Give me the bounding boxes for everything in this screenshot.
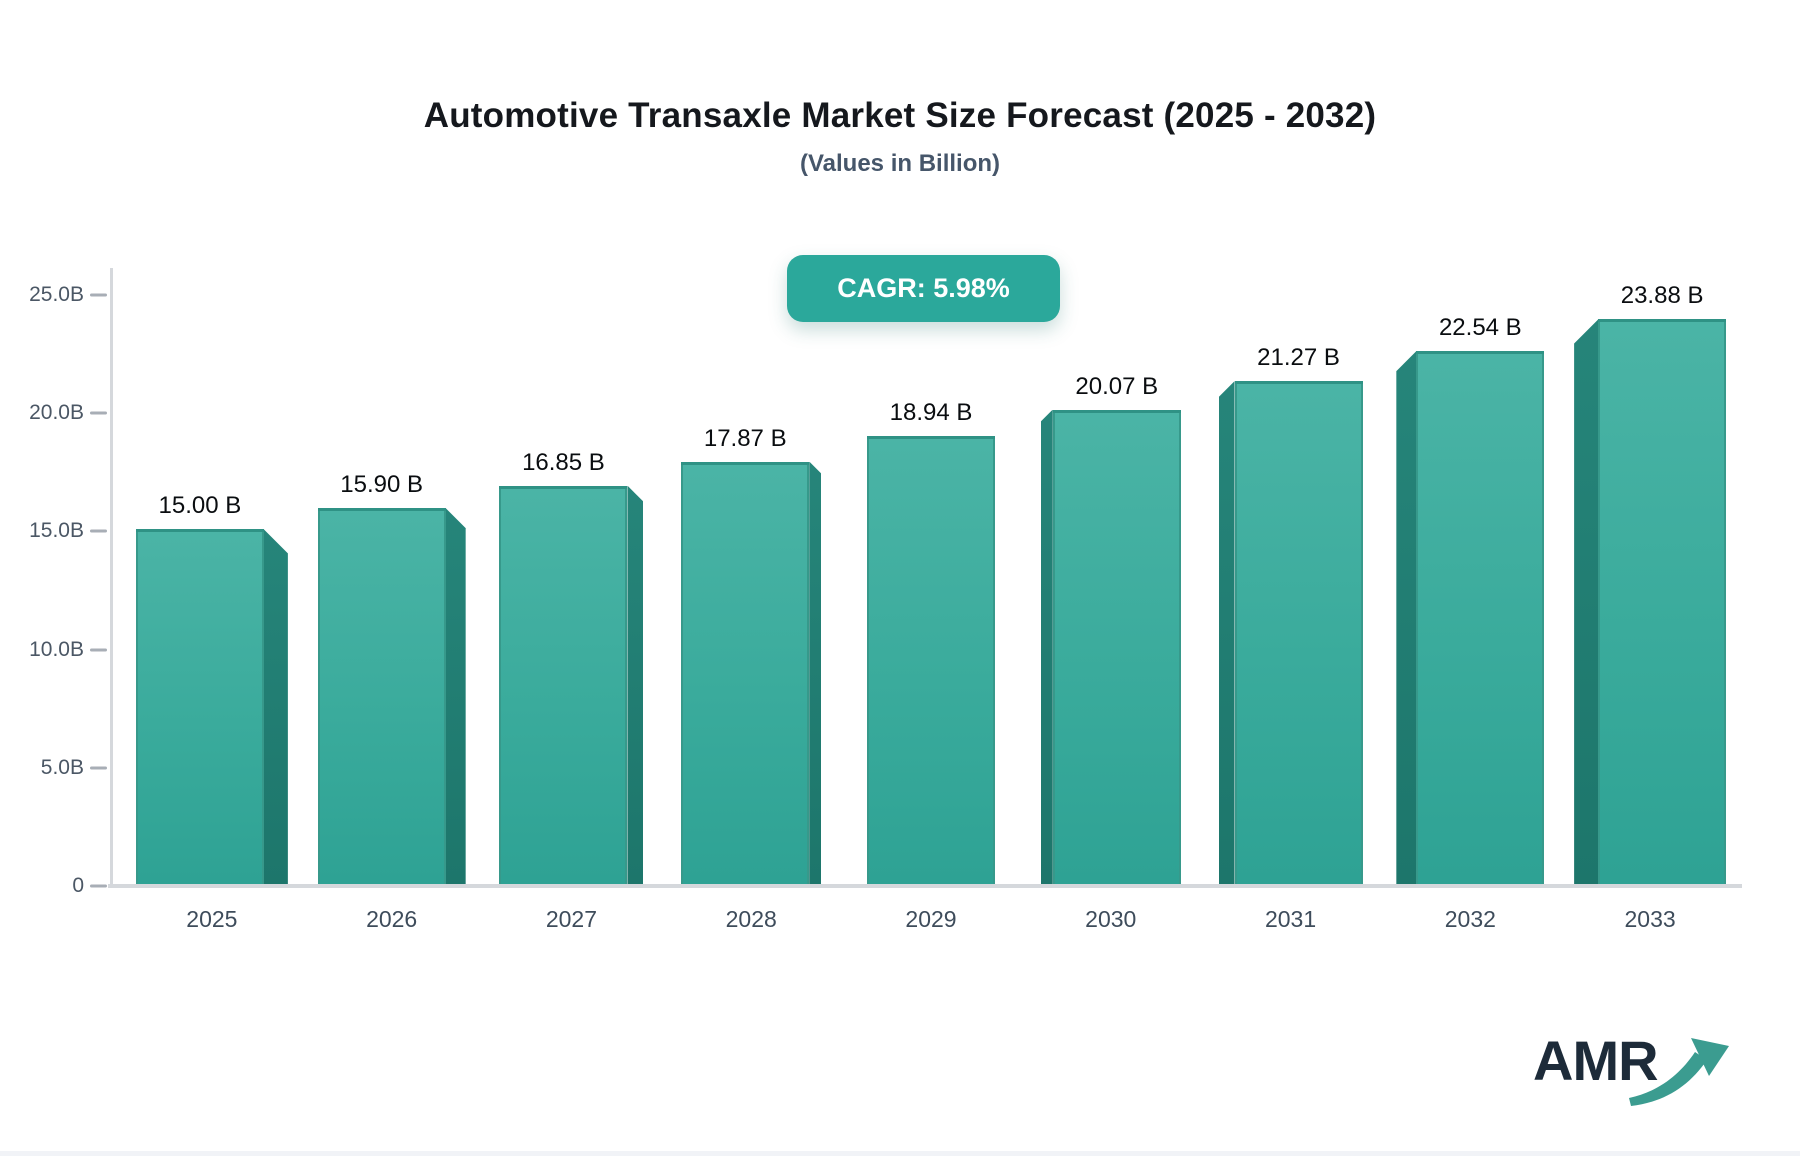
x-axis-label: 2028 (725, 906, 777, 932)
y-axis-tick-label: 25.0B (29, 283, 84, 306)
growth-arrow-icon (1629, 1034, 1733, 1115)
bar-face (1052, 409, 1181, 884)
x-axis-label: 2031 (1264, 906, 1317, 932)
bar-value-label: 15.90 B (340, 471, 424, 499)
x-axis-label: 2025 (186, 906, 238, 932)
bar-value-label: 15.00 B (158, 492, 242, 520)
x-axis-label: 2026 (366, 906, 418, 932)
y-axis-tick-label: 15.0B (29, 519, 84, 543)
bar-value-label: 16.85 B (522, 448, 605, 476)
x-axis-line (108, 884, 1742, 888)
y-axis-tick-label: 0 (72, 874, 84, 897)
bar-value-label: 21.27 B (1257, 344, 1340, 372)
bar-face (499, 485, 628, 884)
bar-value-label: 17.87 B (703, 424, 787, 452)
y-tick-mark (90, 648, 107, 652)
bar-face (1598, 319, 1727, 884)
y-tick-mark (90, 766, 107, 770)
bar-2026: 15.90 B (317, 471, 466, 884)
bar-2028: 17.87 B (681, 425, 822, 884)
bar-2025: 15.00 B (135, 492, 288, 884)
bar-face (681, 461, 810, 884)
bar-face (1234, 381, 1363, 884)
y-axis-tick-label: 20.0B (29, 401, 84, 425)
bar-value-label: 22.54 B (1438, 314, 1522, 342)
bar-side-3d (263, 529, 288, 884)
bar-value-label: 23.88 B (1620, 282, 1704, 310)
y-tick-mark (90, 884, 107, 888)
bar-2029: 18.94 B (867, 399, 995, 884)
bar-2032: 22.54 B (1396, 314, 1545, 884)
bar-2031: 21.27 B (1218, 344, 1363, 884)
x-axis-label: 2032 (1444, 906, 1496, 932)
x-axis-label: 2027 (545, 906, 598, 932)
y-axis-tick-label: 10.0B (29, 637, 84, 661)
x-axis-label: 2033 (1624, 906, 1676, 932)
bar-side-3d (445, 508, 466, 884)
chart-title: Automotive Transaxle Market Size Forecas… (423, 96, 1377, 135)
bar-value-label: 20.07 B (1075, 372, 1159, 400)
cagr-badge: CAGR: 5.98% (787, 255, 1060, 322)
y-tick-mark (90, 411, 107, 415)
bar-2027: 16.85 B (499, 449, 644, 884)
chart-subtitle: (Values in Billion) (799, 150, 1001, 177)
bar-value-label: 18.94 B (889, 399, 973, 427)
bar-face (867, 436, 995, 884)
y-axis-tick-label: 5.0B (40, 755, 84, 779)
amr-logo-text: AMR (1533, 1029, 1659, 1092)
bar-2033: 23.88 B (1574, 282, 1727, 884)
x-axis-label: 2029 (905, 906, 957, 932)
bar-side-3d (627, 485, 644, 884)
bar-side-3d (1396, 351, 1417, 884)
y-tick-mark (90, 293, 107, 297)
bar-face (135, 529, 264, 884)
y-tick-mark (90, 529, 107, 533)
bar-2030: 20.07 B (1040, 373, 1181, 884)
bar-face (317, 508, 446, 884)
x-axis-label: 2030 (1085, 906, 1137, 932)
bar-side-3d (809, 461, 822, 884)
bar-side-3d (1040, 409, 1053, 884)
bar-side-3d (1218, 381, 1235, 884)
y-axis-line (110, 268, 113, 888)
amr-logo: AMR (1533, 1028, 1763, 1108)
bar-side-3d (1574, 319, 1599, 884)
bar-face (1416, 351, 1545, 884)
image-bottom-border (0, 1151, 1800, 1156)
